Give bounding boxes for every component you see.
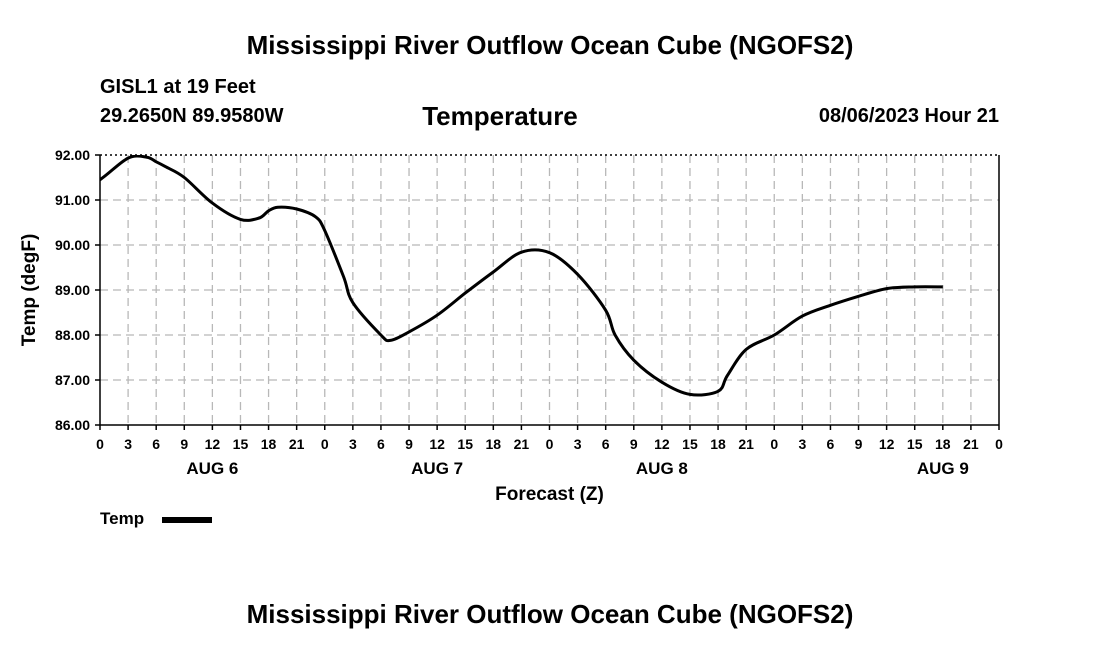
series-line-temp: [100, 155, 943, 397]
x-tick-label: 9: [630, 436, 638, 452]
forecast-datetime: 08/06/2023 Hour 21: [818, 105, 999, 127]
x-tick-label: 9: [180, 436, 188, 452]
y-tick-label: 86.00: [55, 417, 90, 433]
x-tick-label: 9: [855, 436, 863, 452]
chart-title: Mississippi River Outflow Ocean Cube (NG…: [246, 30, 854, 60]
x-tick-label: 6: [602, 436, 610, 452]
x-tick-label: 12: [879, 436, 895, 452]
date-label: AUG 7: [411, 459, 463, 478]
x-tick-label: 18: [710, 436, 726, 452]
station-coordinates: 29.2650N 89.9580W: [100, 105, 284, 127]
x-tick-label: 0: [995, 436, 1003, 452]
chart-subtitle: Temperature: [422, 101, 578, 131]
x-tick-label: 12: [205, 436, 221, 452]
x-tick-label: 15: [233, 436, 249, 452]
y-tick-label: 87.00: [55, 372, 90, 388]
legend-swatch: [162, 517, 212, 523]
date-label: AUG 9: [917, 459, 969, 478]
y-tick-label: 90.00: [55, 237, 90, 253]
x-tick-label: 21: [738, 436, 754, 452]
x-tick-label: 15: [907, 436, 923, 452]
y-tick-label: 91.00: [55, 192, 90, 208]
x-axis-title: Forecast (Z): [495, 484, 604, 505]
x-tick-label: 18: [261, 436, 277, 452]
x-tick-label: 3: [349, 436, 357, 452]
x-tick-label: 15: [457, 436, 473, 452]
x-tick-label: 0: [96, 436, 104, 452]
x-tick-label: 3: [124, 436, 132, 452]
date-label: AUG 8: [636, 459, 688, 478]
station-label: GISL1 at 19 Feet: [100, 76, 256, 98]
x-tick-label: 0: [546, 436, 554, 452]
x-tick-label: 21: [289, 436, 305, 452]
x-tick-label: 21: [514, 436, 530, 452]
x-tick-label: 21: [963, 436, 979, 452]
legend-label: Temp: [100, 509, 145, 528]
x-tick-label: 15: [682, 436, 698, 452]
footer-title: Mississippi River Outflow Ocean Cube (NG…: [246, 599, 854, 629]
x-tick-label: 0: [321, 436, 329, 452]
x-tick-label: 6: [152, 436, 160, 452]
x-tick-label: 0: [770, 436, 778, 452]
date-label: AUG 6: [186, 459, 238, 478]
x-tick-label: 12: [429, 436, 445, 452]
x-tick-label: 18: [486, 436, 502, 452]
x-tick-label: 9: [405, 436, 413, 452]
x-tick-label: 12: [654, 436, 670, 452]
x-tick-label: 18: [935, 436, 951, 452]
y-tick-label: 88.00: [55, 327, 90, 343]
x-tick-label: 3: [798, 436, 806, 452]
x-tick-label: 6: [377, 436, 385, 452]
y-tick-label: 89.00: [55, 282, 90, 298]
x-tick-label: 6: [827, 436, 835, 452]
x-tick-label: 3: [574, 436, 582, 452]
y-axis-title: Temp (degF): [19, 234, 40, 347]
y-tick-label: 92.00: [55, 147, 90, 163]
